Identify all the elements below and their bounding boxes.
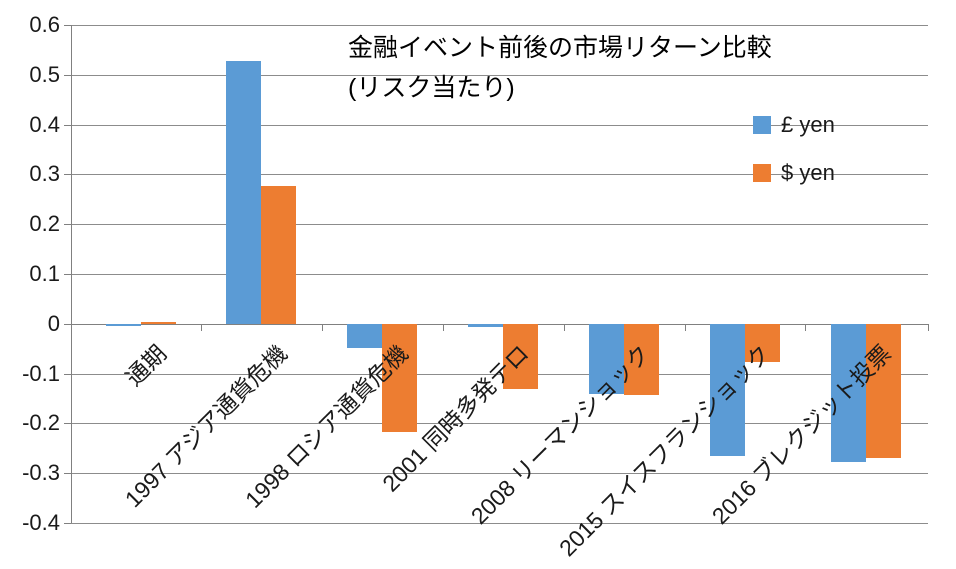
y-axis-label: 0.2 [29,211,60,236]
gridline [71,423,928,424]
bar-pound-yen [468,323,504,327]
y-axis-label: 0.1 [29,261,60,286]
y-axis-label: 0.5 [29,62,60,87]
bar-pound-yen [830,323,866,463]
x-axis-tick [322,324,323,331]
gridline [71,25,928,26]
legend-swatch-pound-yen-icon [753,116,771,134]
y-axis-label: -0.4 [22,510,60,535]
gridline [71,274,928,275]
y-axis-label: 0.4 [29,112,60,137]
x-axis-label: 通期 [119,340,171,391]
y-axis-tick [64,523,71,524]
x-axis-tick [201,324,202,331]
gridline [71,174,928,175]
y-axis-tick [64,174,71,175]
x-axis-tick [928,324,929,331]
legend-swatch-dollar-yen-icon [753,164,771,182]
y-axis-label: -0.3 [22,460,60,485]
y-axis-label: -0.2 [22,410,60,435]
y-axis-label: 0.6 [29,12,60,37]
gridline [71,75,928,76]
legend-label-pound-yen: £ yen [781,112,835,137]
bar-dollar-yen [624,323,660,396]
y-axis-tick [64,473,71,474]
bar-pound-yen [589,323,625,395]
bar-dollar-yen [382,323,418,433]
chart-title-line2: (リスク当たり) [348,74,515,102]
y-axis-tick [64,274,71,275]
x-axis-tick [805,324,806,331]
y-axis-tick [64,423,71,424]
chart-title-line1: 金融イベント前後の市場リターン比較 [348,34,772,62]
chart-title: 金融イベント前後の市場リターン比較 (リスク当たり) [348,28,772,108]
bar-dollar-yen [261,186,297,324]
y-axis-tick [64,374,71,375]
bar-dollar-yen [503,323,539,389]
y-axis-label: -0.1 [22,361,60,386]
bar-pound-yen [105,323,141,326]
bar-pound-yen [710,323,745,457]
x-axis-tick [564,324,565,331]
gridline [71,374,928,375]
legend-label-dollar-yen: $ yen [781,160,835,185]
bar-dollar-yen [745,323,780,363]
bar-dollar-yen [140,321,176,324]
gridline [71,473,928,474]
y-axis-label: 0.3 [29,161,60,186]
legend: £ yen $ yen [753,0,953,200]
gridline [71,523,928,524]
bar-pound-yen [347,323,383,349]
x-axis-tick [443,324,444,331]
legend-item-pound-yen: £ yen [753,112,835,137]
y-axis-tick [64,75,71,76]
y-axis-tick [64,224,71,225]
x-axis-tick [685,324,686,331]
y-axis-tick [64,125,71,126]
y-axis-tick [64,25,71,26]
y-axis-label: 0 [47,311,60,336]
y-axis-tick [64,324,71,325]
y-axis-line [71,25,72,523]
gridline [71,224,928,225]
legend-item-dollar-yen: $ yen [753,160,835,185]
gridline [71,125,928,126]
bar-dollar-yen [865,323,901,458]
bar-pound-yen [226,61,262,324]
